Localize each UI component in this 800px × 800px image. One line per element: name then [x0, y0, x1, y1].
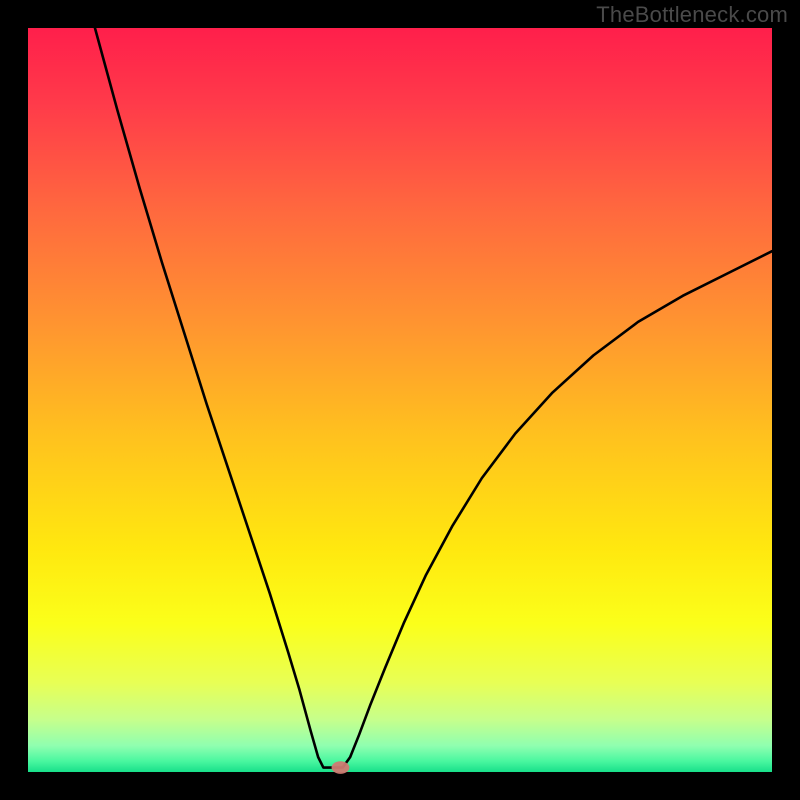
- chart-frame: TheBottleneck.com: [0, 0, 800, 800]
- plot-background: [28, 28, 772, 772]
- watermark-text: TheBottleneck.com: [596, 2, 788, 28]
- bottleneck-chart: [0, 0, 800, 800]
- minimum-marker: [332, 761, 350, 774]
